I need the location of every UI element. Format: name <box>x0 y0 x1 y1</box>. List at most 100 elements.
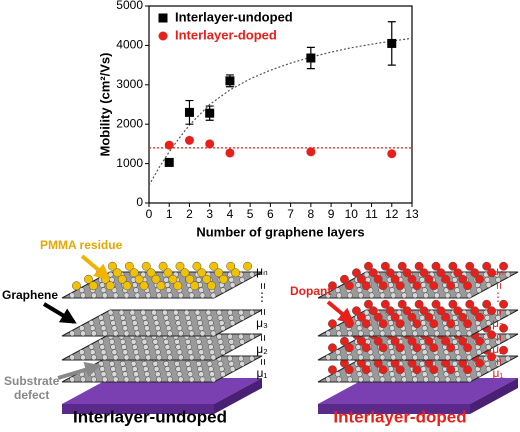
particle <box>361 365 371 375</box>
substrate <box>470 378 518 414</box>
particle <box>105 281 115 291</box>
lattice <box>412 376 418 383</box>
lattice <box>163 276 170 283</box>
lattice <box>227 355 233 362</box>
particle <box>465 299 475 309</box>
lattice <box>89 325 96 332</box>
lattice <box>187 371 194 378</box>
lattice <box>197 344 203 350</box>
lattice <box>177 330 184 337</box>
lattice <box>476 349 482 356</box>
lattice <box>420 344 427 350</box>
lattice <box>100 349 107 356</box>
y-tick-label: 0 <box>136 195 143 209</box>
lattice <box>132 320 138 326</box>
lattice <box>188 292 195 299</box>
lattice <box>357 376 364 383</box>
lattice <box>185 338 191 345</box>
lattice <box>216 333 223 340</box>
particle <box>429 319 439 329</box>
lattice <box>156 330 162 337</box>
lattice <box>485 366 492 372</box>
lattice <box>199 376 206 383</box>
lattice <box>133 325 139 332</box>
particle <box>431 261 441 271</box>
particle <box>458 336 468 346</box>
lattice <box>198 287 205 294</box>
lattice <box>109 314 115 321</box>
lattice <box>334 371 341 378</box>
lattice <box>455 292 462 299</box>
lattice <box>368 330 375 337</box>
lattice <box>484 338 491 345</box>
particle <box>146 268 156 278</box>
particle <box>446 365 456 375</box>
lattice <box>228 314 235 321</box>
lattice <box>220 287 226 294</box>
mobility-label: ⋮ <box>256 290 268 304</box>
lattice <box>208 320 214 326</box>
particle <box>373 274 383 284</box>
particle <box>112 268 122 278</box>
lattice <box>198 325 205 332</box>
lattice <box>99 344 106 350</box>
x-tick-label: 2 <box>186 207 193 221</box>
particle <box>197 268 207 278</box>
lattice <box>98 338 104 345</box>
lattice <box>423 292 429 299</box>
lattice <box>347 330 353 337</box>
particle <box>339 336 349 346</box>
lattice <box>100 371 107 378</box>
point <box>164 140 174 150</box>
particle <box>429 343 439 353</box>
point <box>164 157 174 167</box>
lattice <box>186 344 192 350</box>
particle <box>475 274 485 284</box>
lattice <box>379 376 386 383</box>
lattice <box>162 309 168 316</box>
mobility-label: μₙ <box>492 264 504 278</box>
lattice <box>164 320 171 326</box>
lattice <box>504 355 511 362</box>
lattice <box>388 366 394 372</box>
mobility-label: μ₃ <box>492 316 504 330</box>
lattice <box>495 276 502 283</box>
lattice <box>112 376 119 383</box>
mobility-label: = <box>256 334 270 341</box>
lattice <box>451 338 458 345</box>
lattice <box>100 287 107 294</box>
lattice <box>336 354 342 361</box>
particle <box>487 352 497 362</box>
lattice <box>188 354 195 361</box>
particle <box>378 281 388 291</box>
lattice <box>229 344 236 350</box>
lattice <box>336 330 342 337</box>
particle <box>395 343 405 353</box>
lattice <box>141 360 148 367</box>
x-tick-label: 8 <box>308 207 315 221</box>
y-axis-title: Mobility (cm²/Vs) <box>97 52 112 156</box>
particle <box>402 306 412 316</box>
lattice <box>334 287 341 294</box>
particle <box>356 274 366 284</box>
mobility-label: = <box>492 308 506 315</box>
lattice <box>69 376 76 383</box>
arrow <box>326 300 355 325</box>
lattice <box>220 371 226 378</box>
lattice <box>476 287 482 294</box>
lattice <box>185 360 191 367</box>
lattice <box>356 287 363 294</box>
lattice <box>356 349 363 356</box>
particle <box>390 312 400 322</box>
lattice <box>69 354 76 361</box>
lattice <box>401 330 408 337</box>
lattice <box>379 354 386 361</box>
lattice <box>401 292 408 299</box>
lattice <box>412 354 418 361</box>
lattice <box>388 282 394 288</box>
lattice <box>451 314 458 321</box>
lattice <box>101 292 108 299</box>
arrow <box>57 362 102 380</box>
lattice <box>174 314 180 321</box>
